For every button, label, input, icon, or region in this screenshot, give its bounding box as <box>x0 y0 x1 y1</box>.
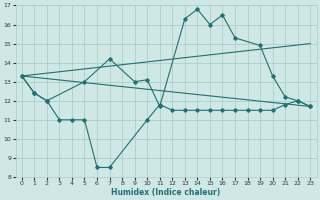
X-axis label: Humidex (Indice chaleur): Humidex (Indice chaleur) <box>111 188 221 197</box>
